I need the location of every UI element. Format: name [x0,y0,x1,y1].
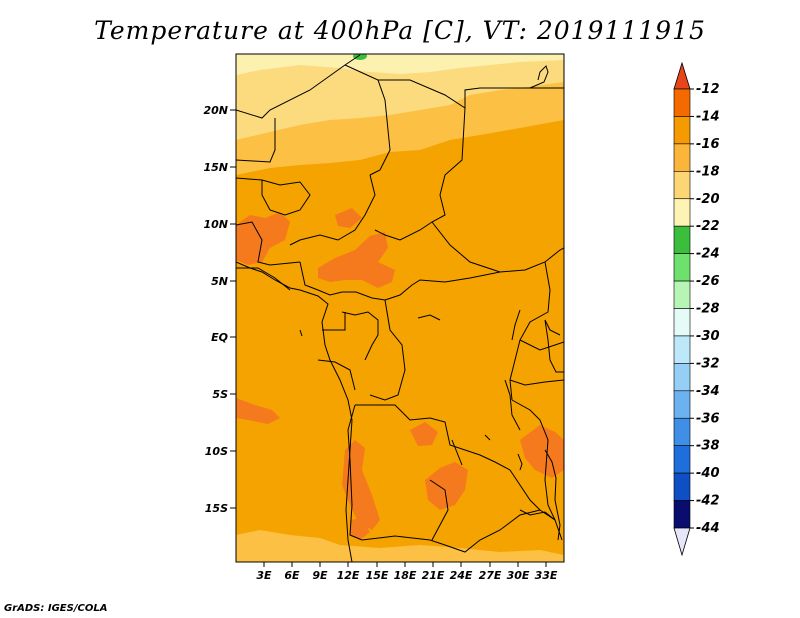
colorbar-label: -18 [696,164,720,179]
colorbar-label: -40 [696,466,720,481]
warm-patch-sw [236,398,280,424]
colorbar: -12 -14 -16 -18 -20 -22 -24 -26 -28 -30 -32 -34 -36 -… [673,61,720,557]
colorbar-cell [673,88,691,117]
warm-patch-center [318,232,395,288]
colorbar-cell [673,171,691,200]
lon-label: 9E [312,569,328,582]
lat-axis: 20N 15N 10N 5N EQ 5S 10S 15S [203,104,236,515]
lon-label: 18E [394,569,417,582]
lat-label: 5N [211,275,228,288]
warm-patch-north [335,208,362,228]
colorbar-cell [673,280,691,309]
lon-label: 6E [284,569,300,582]
colorbar-cell [673,417,691,446]
lon-label: 27E [479,569,502,582]
lakes [299,314,523,471]
chart-title: Temperature at 400hPa [C], VT: 201911191… [94,16,706,45]
lon-label: 15E [366,569,389,582]
colorbar-bottom-arrow [673,527,691,557]
colorbar-cell [673,445,691,474]
map-frame [235,53,565,563]
colorbar-cell [673,143,691,172]
warm-patch-zambia [425,462,468,510]
colorbar-label: -42 [696,494,720,509]
lon-label: 30E [507,569,530,582]
lon-label: 3E [256,569,272,582]
colorbar-label: -34 [696,384,720,399]
colorbar-label: -16 [696,137,720,152]
band-20-22 [236,54,564,75]
colorbar-cell [673,472,691,501]
lon-label: 21E [422,569,445,582]
colorbar-label: -44 [696,521,720,536]
grads-credit: GrADS: IGES/COLA [4,603,108,614]
band-18-20 [236,54,564,140]
lon-label: 12E [337,569,360,582]
lat-label: 15S [205,502,228,515]
colorbar-label: -38 [696,439,720,454]
colorbar-label: -32 [696,356,720,371]
lat-label: EQ [211,331,228,344]
band-16-18-south [236,530,564,562]
colorbar-cell [673,253,691,282]
lat-label: 10N [203,218,228,231]
colorbar-cell [673,198,691,227]
lat-label: 5S [212,388,228,401]
colorbar-cell [673,363,691,392]
colorbar-label: -22 [696,219,720,234]
colorbar-cell [673,335,691,364]
colorbar-cell [673,225,691,254]
colorbar-cell [673,500,691,529]
country-borders [236,54,564,553]
colorbar-cell [673,116,691,145]
lat-label: 20N [203,104,228,117]
lat-label: 15N [203,161,228,174]
colorbar-label: -28 [696,302,720,317]
colorbar-label: -24 [696,247,720,262]
colorbar-label: -30 [696,329,720,344]
warm-patch-west [236,212,290,265]
colorbar-label: -12 [696,82,720,97]
colorbar-top-arrow [673,61,691,90]
lon-label: 24E [450,569,473,582]
colorbar-label: -26 [696,274,720,289]
colorbar-label: -20 [696,192,720,207]
warm-patch-lake [410,422,438,446]
colorbar-label: -36 [696,411,720,426]
lat-label: 10S [205,445,228,458]
warm-patch-south [350,518,370,540]
colorbar-label: -14 [696,109,720,124]
colorbar-cell [673,308,691,337]
lon-axis: 3E 6E 9E 12E 15E 18E 21E 24E 27E 30E 33E [256,562,558,582]
colorbar-cell [673,390,691,419]
lon-label: 33E [535,569,558,582]
temperature-field [236,54,564,562]
green-spot [353,54,367,60]
coastline [236,65,564,562]
